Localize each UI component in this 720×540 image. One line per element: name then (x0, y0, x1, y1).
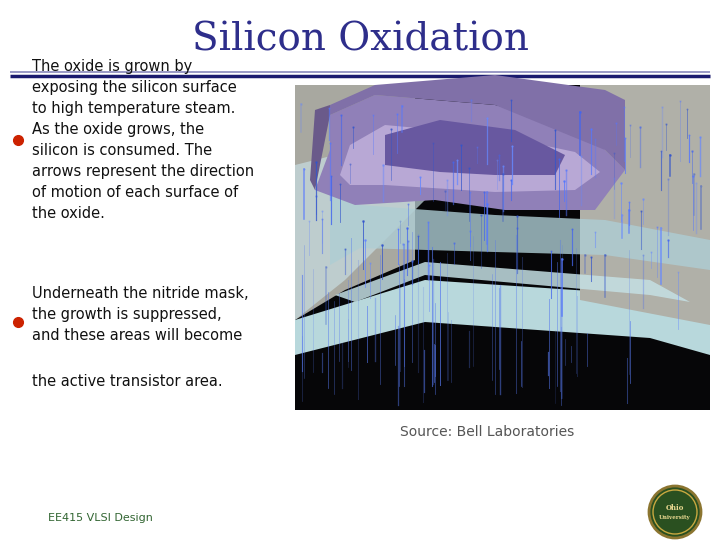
Text: The oxide is grown by
exposing the silicon surface
to high temperature steam.
As: The oxide is grown by exposing the silic… (32, 59, 254, 221)
Text: EE415 VLSI Design: EE415 VLSI Design (48, 513, 153, 523)
Polygon shape (580, 85, 710, 325)
Polygon shape (315, 95, 625, 210)
Bar (295, 85, 710, 410)
Text: Ohio: Ohio (666, 504, 684, 512)
Polygon shape (335, 262, 690, 302)
Polygon shape (340, 125, 600, 192)
Text: Source: Bell Laboratories: Source: Bell Laboratories (400, 425, 575, 439)
Polygon shape (295, 280, 710, 355)
Polygon shape (330, 190, 710, 270)
Polygon shape (295, 125, 595, 320)
Text: the active transistor area.: the active transistor area. (32, 375, 222, 389)
Polygon shape (310, 105, 330, 190)
Text: Underneath the nitride mask,
the growth is suppressed,
and these areas will beco: Underneath the nitride mask, the growth … (32, 287, 248, 343)
Polygon shape (385, 120, 565, 175)
Circle shape (649, 486, 701, 538)
Text: University: University (659, 516, 691, 521)
Text: Silicon Oxidation: Silicon Oxidation (192, 22, 528, 58)
Polygon shape (295, 85, 415, 320)
Polygon shape (330, 75, 625, 170)
